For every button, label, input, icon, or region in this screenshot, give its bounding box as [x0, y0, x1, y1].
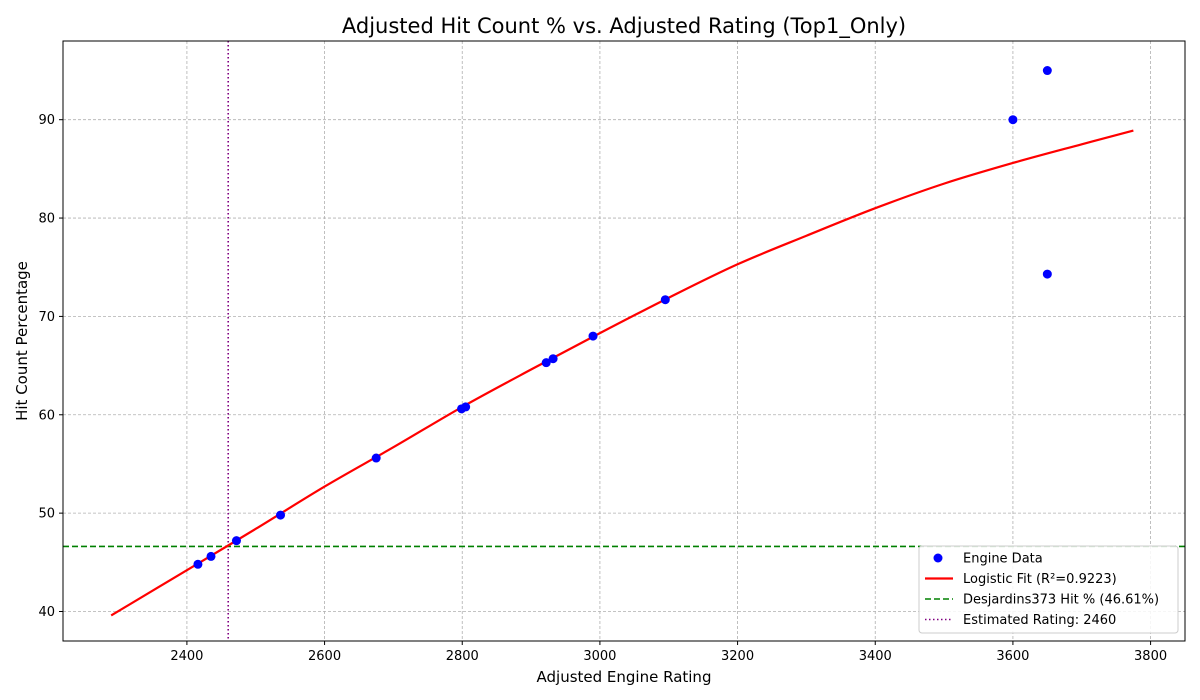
y-tick-label: 80	[38, 212, 55, 227]
chart-title: Adjusted Hit Count % vs. Adjusted Rating…	[342, 14, 906, 39]
x-tick-label: 3800	[1134, 649, 1167, 664]
data-point	[206, 551, 216, 561]
gridlines	[63, 41, 1185, 641]
data-point	[276, 510, 286, 520]
y-tick-label: 50	[38, 507, 55, 522]
axis-ticks: 2400 2600 2800 3000 3200 3400 3600 3800 40 50 60 70…	[38, 113, 1167, 664]
data-point	[193, 559, 203, 569]
legend-label: Estimated Rating: 2460	[963, 613, 1116, 628]
x-tick-label: 2600	[308, 649, 341, 664]
legend-marker	[933, 553, 943, 563]
x-tick-label: 3600	[996, 649, 1029, 664]
data-point	[1042, 269, 1052, 279]
x-tick-label: 3200	[721, 649, 754, 664]
data-point	[371, 453, 381, 463]
reference-lines	[63, 41, 1185, 641]
y-tick-label: 40	[38, 605, 55, 620]
y-tick-label: 90	[38, 113, 55, 128]
data-point	[541, 358, 551, 368]
fit-curve-layer	[110, 129, 1134, 617]
legend-box	[918, 545, 1179, 634]
data-point	[660, 295, 670, 305]
x-axis-label: Adjusted Engine Rating	[537, 668, 712, 686]
legend-label: Desjardins373 Hit % (46.61%)	[963, 593, 1159, 608]
x-tick-label: 3000	[583, 649, 616, 664]
data-point	[1042, 66, 1052, 76]
x-tick-label: 2800	[446, 649, 479, 664]
y-tick-label: 60	[38, 408, 55, 423]
x-tick-label: 3400	[859, 649, 892, 664]
data-point	[1008, 115, 1018, 125]
logistic-fit-line	[110, 129, 1134, 617]
plot-frame	[62, 40, 1186, 642]
y-tick-label: 70	[38, 310, 55, 325]
data-point	[588, 331, 598, 341]
legend-label: Engine Data	[963, 552, 1043, 567]
y-axis-label: Hit Count Percentage	[13, 261, 31, 421]
data-point	[461, 402, 471, 412]
data-points	[193, 66, 1052, 569]
x-tick-label: 2400	[170, 649, 203, 664]
legend-label: Logistic Fit (R²=0.9223)	[963, 572, 1117, 587]
legend: Engine Data Logistic Fit (R²=0.9223) Desja…	[918, 545, 1179, 634]
data-point	[548, 354, 558, 364]
data-point	[231, 536, 241, 546]
